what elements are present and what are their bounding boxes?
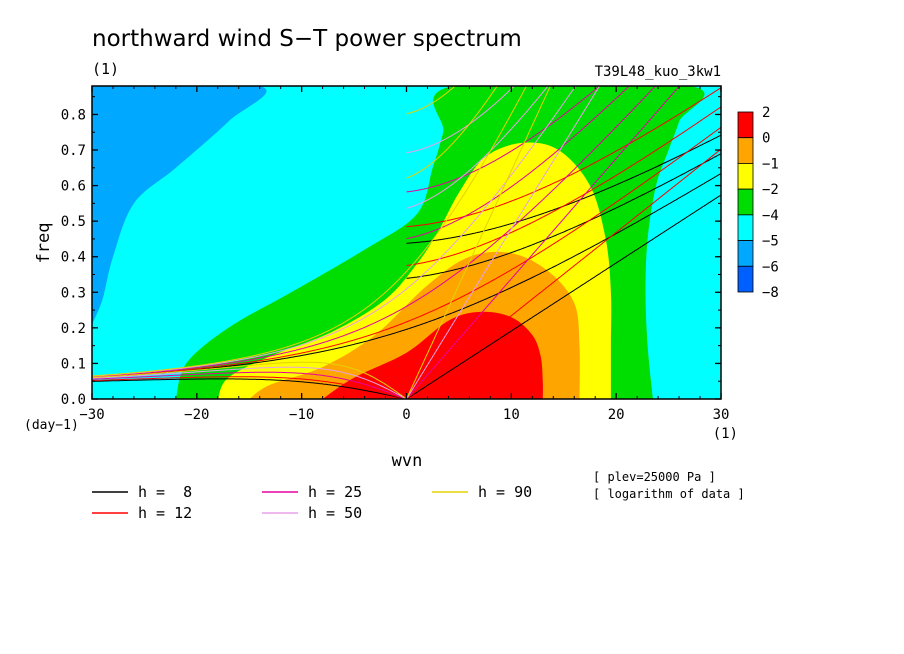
chart-title: northward wind S−T power spectrum xyxy=(92,26,522,52)
inertia-gravity-wave-n1-h12 xyxy=(406,106,721,266)
x-axis-label: wvn xyxy=(392,451,423,471)
y-axis-label: freq xyxy=(34,223,54,264)
band-0-to-2 xyxy=(322,311,543,399)
kelvin-wave-h12 xyxy=(406,148,721,399)
dispersion-curve-h12 xyxy=(92,87,721,399)
x-tick-label: 10 xyxy=(503,407,520,423)
inertia-gravity-wave-n1-h25 xyxy=(406,86,630,240)
colorbar-label: −1 xyxy=(762,156,779,172)
rossby-wave-h12 xyxy=(92,376,406,399)
colorbar-label: −5 xyxy=(762,234,779,250)
legend-label: h = 90 xyxy=(478,483,532,501)
annotation-plev: [ plev=25000 Pa ] xyxy=(593,470,716,484)
colorbar-swatch xyxy=(737,240,754,267)
inertia-gravity-wave-n2-h25 xyxy=(406,86,601,193)
run-label: T39L48_kuo_3kw1 xyxy=(595,64,721,80)
inertia-gravity-wave-n1-h8 xyxy=(406,153,721,279)
spectrum-filled-contours xyxy=(92,86,721,399)
legend-item: h = 8 xyxy=(92,483,192,501)
y-tick-label: 0.0 xyxy=(61,392,86,408)
colorbar-label: 2 xyxy=(762,105,770,121)
mixed-rossby-gravity-wave-h90 xyxy=(92,86,528,377)
x-tick-label: −10 xyxy=(289,407,314,423)
legend-item: h = 25 xyxy=(262,483,362,501)
kelvin-wave-h50 xyxy=(406,86,601,399)
mixed-rossby-gravity-wave-h12 xyxy=(92,126,721,378)
rossby-wave-h90 xyxy=(92,361,406,399)
colorbar-label: −6 xyxy=(762,259,779,275)
kelvin-wave-h8 xyxy=(406,194,721,399)
rossby-wave-h50 xyxy=(92,366,406,399)
y-tick-label: 0.3 xyxy=(61,285,86,301)
rossby-wave-h8 xyxy=(92,378,406,399)
x-tick-label: −20 xyxy=(184,407,209,423)
colorbar: 2 0 −1 −2 −4 −5 −6 −8 xyxy=(737,105,779,301)
inertia-gravity-wave-n1-h50 xyxy=(406,86,549,209)
y-tick-label: 0.6 xyxy=(61,179,86,195)
x-axis-unit: (1) xyxy=(713,426,738,442)
colorbar-swatch xyxy=(737,265,754,293)
colorbar-swatch xyxy=(737,214,754,241)
y-tick-label: 0.4 xyxy=(61,250,86,266)
chart-subtitle: (1) xyxy=(92,60,119,78)
x-tick-label: 0 xyxy=(402,407,410,423)
legend-label: h = 12 xyxy=(138,504,192,522)
colorbar-label: −4 xyxy=(762,208,779,224)
band-minus6-to-minus5 xyxy=(92,86,267,325)
colorbar-swatch xyxy=(737,188,754,216)
legend-label: h = 25 xyxy=(308,483,362,501)
legend-item: h = 12 xyxy=(92,504,192,522)
x-tick-label: 30 xyxy=(713,407,730,423)
annotation-log: [ logarithm of data ] xyxy=(593,487,745,501)
y-axis-unit: (day−1) xyxy=(24,418,79,433)
legend: h = 8 h = 12 h = 25 h = 50 h = 90 xyxy=(92,483,532,522)
kelvin-wave-h25 xyxy=(406,86,681,399)
legend-item: h = 50 xyxy=(262,504,362,522)
y-tick-label: 0.8 xyxy=(61,107,86,123)
axes: −30 −20 −10 0 10 20 30 0.0 0.1 0.2 0.3 0.4 0.5 0.6 0.7… xyxy=(61,86,730,423)
colorbar-label: 0 xyxy=(762,131,770,147)
kelvin-wave-h90 xyxy=(406,86,551,399)
colorbar-swatch xyxy=(737,137,754,164)
mixed-rossby-gravity-wave-h25 xyxy=(92,86,657,378)
y-tick-label: 0.2 xyxy=(61,321,86,337)
colorbar-label: −8 xyxy=(762,285,779,301)
legend-item: h = 90 xyxy=(432,483,532,501)
dispersion-curve-h90 xyxy=(92,86,551,399)
inertia-gravity-wave-n2-h12 xyxy=(406,87,721,228)
dispersion-curves xyxy=(92,86,721,399)
colorbar-swatch xyxy=(737,111,754,139)
x-tick-label: 20 xyxy=(608,407,625,423)
colorbar-swatch xyxy=(737,163,754,190)
x-tick-label: −30 xyxy=(79,407,104,423)
colorbar-label: −2 xyxy=(762,182,779,198)
dispersion-curve-h25 xyxy=(92,86,681,399)
y-tick-label: 0.5 xyxy=(61,214,86,230)
legend-label: h = 8 xyxy=(138,483,192,501)
inertia-gravity-wave-n1-h90 xyxy=(406,86,498,179)
rossby-wave-h25 xyxy=(92,371,406,399)
legend-label: h = 50 xyxy=(308,504,362,522)
inertia-gravity-wave-n2-h50 xyxy=(406,86,516,154)
y-tick-label: 0.7 xyxy=(61,143,86,159)
y-tick-label: 0.1 xyxy=(61,356,86,372)
